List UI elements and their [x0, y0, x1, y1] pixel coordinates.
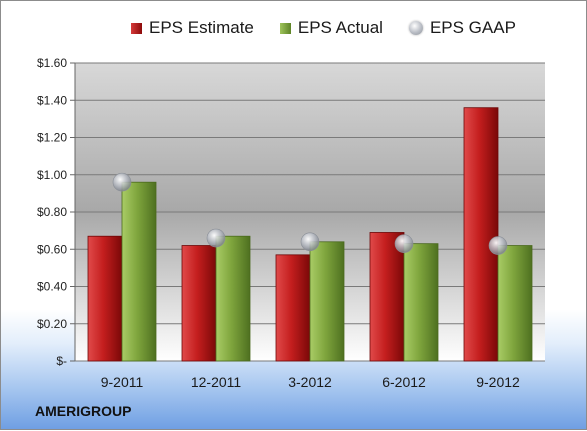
legend-label-eps-estimate: EPS Estimate: [149, 18, 254, 37]
bar-eps-estimate: [87, 235, 123, 362]
marker-eps-gaap: [206, 228, 226, 248]
legend-label-eps-gaap: EPS GAAP: [429, 18, 516, 37]
legend-swatch-eps-actual: [279, 22, 291, 34]
legend-label-eps-actual: EPS Actual: [297, 18, 383, 37]
bar-eps-estimate: [463, 107, 499, 362]
bar-eps-actual: [497, 245, 533, 362]
y-tick-label: $-: [56, 354, 67, 368]
legend-swatch-eps-estimate: [131, 22, 142, 34]
bar-eps-actual: [121, 181, 157, 362]
x-tick-label: 3-2012: [288, 374, 332, 390]
marker-eps-gaap: [300, 232, 320, 252]
legend-item-eps-actual: EPS Actual: [279, 18, 383, 38]
legend-item-eps-estimate: EPS Estimate: [131, 18, 254, 38]
x-tick-label: 9-2012: [476, 374, 520, 390]
y-tick-label: $0.80: [37, 205, 67, 219]
y-tick-label: $1.00: [37, 168, 67, 182]
legend-swatch-eps-gaap: [408, 21, 423, 35]
y-tick-label: $0.40: [37, 280, 67, 294]
y-tick-label: $0.60: [37, 242, 67, 256]
marker-eps-gaap: [112, 172, 132, 192]
bar-eps-actual: [215, 235, 251, 362]
bar-eps-estimate: [275, 254, 311, 362]
y-tick-label: $0.20: [37, 317, 67, 331]
marker-eps-gaap: [488, 236, 508, 255]
legend: EPS Estimate EPS Actual EPS GAAP: [131, 18, 542, 38]
bar-eps-actual: [309, 241, 345, 362]
x-tick-label: 12-2011: [191, 374, 242, 390]
x-tick-label: 9-2011: [101, 374, 144, 390]
x-tick-label: 6-2012: [382, 374, 426, 390]
bar-eps-estimate: [369, 232, 405, 362]
y-tick-label: $1.40: [37, 93, 67, 107]
y-tick-label: $1.20: [37, 131, 67, 145]
y-tick-label: $1.60: [37, 56, 67, 70]
bar-eps-estimate: [181, 245, 217, 362]
legend-item-eps-gaap: EPS GAAP: [408, 18, 516, 38]
company-label: AMERIGROUP: [35, 403, 132, 419]
bar-eps-actual: [403, 243, 439, 362]
marker-eps-gaap: [394, 234, 414, 253]
